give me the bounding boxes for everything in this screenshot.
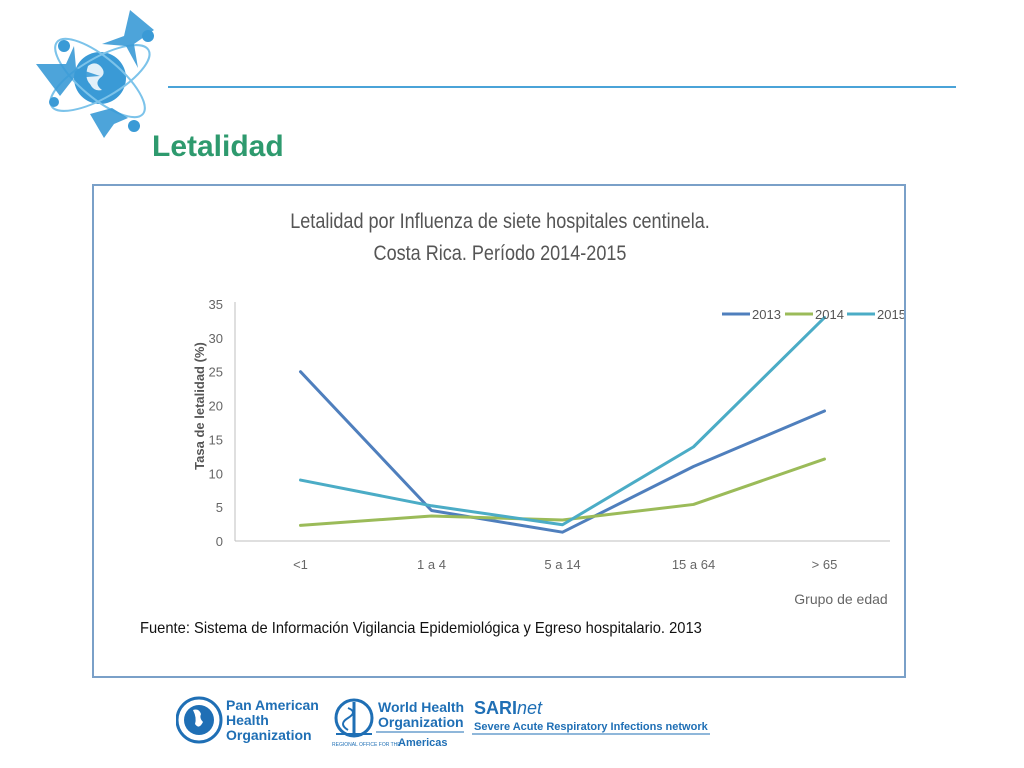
paho-name-line1: Pan American: [226, 697, 319, 713]
y-tick-label: 15: [209, 432, 223, 447]
paho-name-line2: Health: [226, 712, 269, 728]
who-regional-office: REGIONAL OFFICE FOR THE: [332, 742, 401, 748]
y-tick-label: 30: [209, 331, 223, 346]
x-tick-label: 1 a 4: [417, 557, 446, 572]
x-tick-label: 15 a 64: [672, 557, 715, 572]
header-divider: [168, 86, 956, 88]
series-line-2015: [299, 316, 826, 527]
y-tick-label: 35: [209, 297, 223, 312]
who-americas: Americas: [398, 737, 448, 749]
chart-title-line2: Costa Rica. Período 2014-2015: [374, 242, 627, 266]
source-note: Fuente: Sistema de Información Vigilanci…: [140, 620, 702, 637]
x-tick-label: > 65: [812, 557, 838, 572]
y-tick-label: 0: [216, 534, 223, 549]
y-tick-label: 5: [216, 500, 223, 515]
who-name-line1: World Health: [378, 699, 464, 715]
x-tick-label: 5 a 14: [544, 557, 580, 572]
legend-label-2013: 2013: [752, 307, 781, 322]
paho-emblem-icon: [176, 696, 223, 744]
y-tick-label: 20: [209, 399, 223, 414]
legend-label-2015: 2015: [877, 307, 904, 322]
chart-title-line1: Letalidad por Influenza de siete hospita…: [290, 210, 710, 234]
line-chart: Letalidad por Influenza de siete hospita…: [192, 210, 904, 607]
y-tick-label: 25: [209, 365, 223, 380]
chart-frame: Letalidad por Influenza de siete hospita…: [92, 184, 906, 678]
legend-label-2014: 2014: [815, 307, 844, 322]
sarinet-logo: SARInet: [474, 698, 543, 718]
y-tick-label: 10: [209, 466, 223, 481]
globe-logo-icon: [36, 10, 154, 138]
y-axis-label: Tasa de letalidad (%): [192, 342, 207, 470]
x-tick-label: <1: [293, 557, 308, 572]
footer-logos: Pan American Health Organization World H…: [176, 696, 710, 749]
series-line-2013: [299, 370, 826, 534]
series-line-2014: [299, 457, 826, 527]
who-name-line2: Organization: [378, 714, 464, 730]
sarinet-subtitle: Severe Acute Respiratory Infections netw…: [474, 721, 709, 733]
x-axis-label: Grupo de edad: [794, 591, 887, 607]
who-emblem-icon: [334, 698, 374, 738]
paho-name-line3: Organization: [226, 727, 312, 743]
slide-title: Letalidad: [152, 130, 284, 163]
